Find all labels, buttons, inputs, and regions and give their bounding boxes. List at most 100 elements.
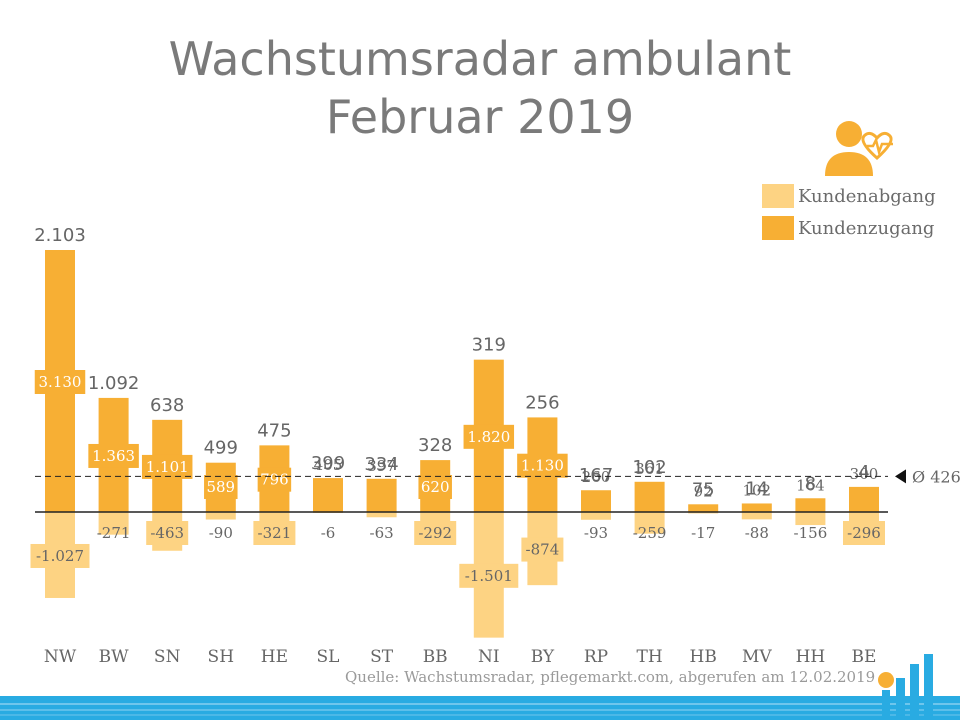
source-note: Quelle: Wachstumsradar, pflegemarkt.com,… xyxy=(345,668,876,686)
label-abgang-by: -874 xyxy=(526,541,560,559)
bar-abgang-th xyxy=(634,512,665,534)
label-bg-abgang-nw xyxy=(30,543,90,568)
tick-label-nw: NW xyxy=(44,647,77,667)
label-net-be: 4 xyxy=(858,462,869,483)
bar-abgang-bw xyxy=(98,512,129,535)
label-bg-abgang-sn xyxy=(146,521,189,545)
tick-label-sn: SN xyxy=(154,647,181,667)
label-zugang-hh: 164 xyxy=(796,476,825,494)
label-zugang-ni: 1.820 xyxy=(467,428,510,446)
label-abgang-he: -321 xyxy=(258,524,292,542)
label-bg-zugang-bw xyxy=(88,443,139,468)
bar-zugang-hb xyxy=(688,504,719,512)
bar-abgang-st xyxy=(366,512,397,518)
average-marker-icon xyxy=(895,469,906,484)
label-zugang-nw: 3.130 xyxy=(39,373,82,391)
tick-label-hb: HB xyxy=(690,647,717,667)
label-net-sl: 399 xyxy=(311,453,345,474)
label-net-bb: 328 xyxy=(418,435,452,456)
label-bg-zugang-ni xyxy=(463,424,515,449)
chart-title-line2: Februar 2019 xyxy=(325,90,635,144)
chart-legend: Kundenabgang Kundenzugang xyxy=(762,183,936,247)
tick-label-bb: BB xyxy=(423,647,448,667)
bar-zugang-be xyxy=(849,486,879,512)
label-net-he: 475 xyxy=(257,420,291,441)
label-bg-zugang-sn xyxy=(141,454,193,479)
label-zugang-bw: 1.363 xyxy=(92,447,135,465)
tick-label-sl: SL xyxy=(317,647,340,667)
person-heartbeat-icon xyxy=(825,121,893,176)
label-zugang-bb: 620 xyxy=(421,478,450,496)
label-zugang-he: 796 xyxy=(260,471,289,489)
label-abgang-sh: -90 xyxy=(209,524,233,542)
tick-label-he: HE xyxy=(261,647,288,667)
label-net-ni: 319 xyxy=(472,335,506,356)
footer-band xyxy=(0,696,960,720)
label-zugang-sn: 1.101 xyxy=(146,458,189,476)
label-net-mv: 14 xyxy=(745,478,768,499)
bar-abgang-sh xyxy=(205,512,236,520)
label-net-hb: 75 xyxy=(692,479,715,500)
label-bg-zugang-by xyxy=(517,453,568,478)
legend-item-kundenzugang: Kundenzugang xyxy=(762,215,936,241)
bar-abgang-rp xyxy=(581,512,611,520)
label-zugang-by: 1.130 xyxy=(521,457,564,475)
label-abgang-mv: -88 xyxy=(745,524,769,542)
bar-zugang-sl xyxy=(313,478,343,512)
label-abgang-sl: -6 xyxy=(321,524,336,542)
tick-label-sh: SH xyxy=(208,647,234,667)
label-bg-abgang-bb xyxy=(414,521,457,545)
label-zugang-hb: 92 xyxy=(694,482,713,500)
label-net-sn: 638 xyxy=(150,395,184,416)
tick-label-be: BE xyxy=(852,647,877,667)
label-zugang-sl: 405 xyxy=(314,456,343,474)
legend-label-kundenzugang: Kundenzugang xyxy=(798,217,935,239)
tick-label-ni: NI xyxy=(478,647,500,667)
pflegemarkt-logo xyxy=(878,654,933,718)
label-abgang-ni: -1.501 xyxy=(465,567,513,585)
label-abgang-nw: -1.027 xyxy=(36,547,84,565)
label-zugang-be: 300 xyxy=(850,465,879,483)
label-abgang-bw: -271 xyxy=(97,524,131,542)
tick-label-st: ST xyxy=(370,647,394,667)
tick-label-rp: RP xyxy=(584,647,608,667)
tick-label-bw: BW xyxy=(99,647,129,667)
label-bg-zugang-he xyxy=(257,467,292,492)
label-bg-zugang-sh xyxy=(204,475,238,499)
label-zugang-rp: 260 xyxy=(582,468,611,486)
tick-label-mv: MV xyxy=(742,647,772,667)
label-abgang-rp: -93 xyxy=(584,524,608,542)
bar-abgang-hh xyxy=(795,512,826,526)
label-bg-abgang-be xyxy=(843,521,885,545)
label-abgang-be: -296 xyxy=(847,524,881,542)
bar-zugang-rp xyxy=(581,490,611,512)
label-bg-abgang-he xyxy=(253,521,296,545)
label-zugang-th: 361 xyxy=(635,460,664,478)
legend-swatch-kundenabgang xyxy=(762,184,794,208)
label-bg-abgang-by xyxy=(521,537,564,562)
label-abgang-bb: -292 xyxy=(418,524,452,542)
label-bg-zugang-bb xyxy=(418,475,452,499)
legend-label-kundenabgang: Kundenabgang xyxy=(798,185,936,207)
label-net-bw: 1.092 xyxy=(88,373,140,394)
bar-zugang-th xyxy=(634,481,665,512)
label-abgang-st: -63 xyxy=(370,524,394,542)
bar-abgang-mv xyxy=(741,512,772,520)
label-net-hh: 8 xyxy=(805,473,816,494)
bar-zugang-hh xyxy=(795,498,826,512)
label-zugang-st: 397 xyxy=(367,457,396,475)
label-bg-zugang-nw xyxy=(34,370,86,394)
bar-zugang-st xyxy=(366,478,397,512)
legend-swatch-kundenzugang xyxy=(762,216,794,240)
chart-title-line1: Wachstumsradar ambulant xyxy=(168,32,792,86)
label-net-st: 334 xyxy=(364,454,398,475)
tick-label-th: TH xyxy=(637,647,663,667)
tick-label-by: BY xyxy=(531,647,555,667)
label-net-by: 256 xyxy=(525,392,559,413)
bar-zugang-mv xyxy=(741,503,772,512)
label-net-rp: 167 xyxy=(579,465,613,486)
average-label: Ø 426 xyxy=(912,467,960,486)
chart-title: Wachstumsradar ambulant Februar 2019 xyxy=(0,30,960,146)
label-zugang-mv: 102 xyxy=(742,481,771,499)
